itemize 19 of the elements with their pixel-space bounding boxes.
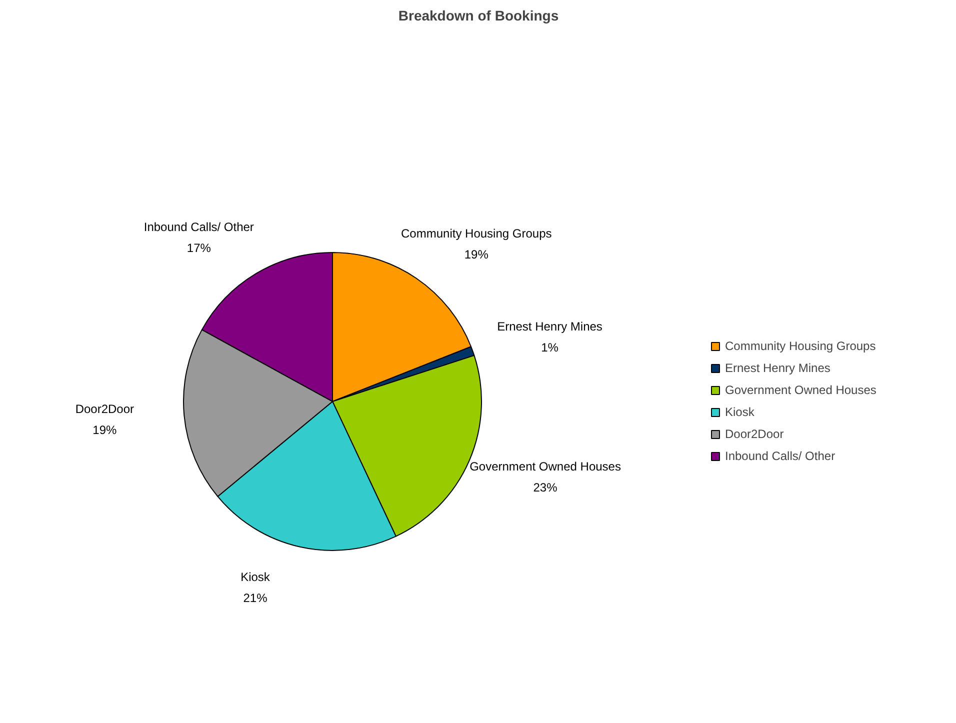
slice-label: Door2Door <box>75 402 134 416</box>
legend-label: Community Housing Groups <box>725 339 876 353</box>
legend-label: Door2Door <box>725 427 784 441</box>
slice-label: Ernest Henry Mines <box>497 319 602 334</box>
legend-label: Kiosk <box>725 405 754 419</box>
legend-label: Inbound Calls/ Other <box>725 449 836 463</box>
slice-label: Kiosk <box>240 570 271 584</box>
chart-title: Breakdown of Bookings <box>398 8 559 24</box>
data-label: 17% <box>186 241 212 256</box>
data-label: 23% <box>533 480 558 495</box>
slice-label: Community Housing Groups <box>401 226 552 240</box>
data-label: 21% <box>243 590 268 605</box>
data-label: 19% <box>92 422 117 437</box>
slice-label: Government Owned Houses <box>470 460 621 474</box>
legend-label: Ernest Henry Mines <box>725 361 830 375</box>
data-label: 1% <box>541 340 559 355</box>
slice-label: Inbound Calls/ Other <box>144 220 254 234</box>
data-label: 19% <box>464 247 489 262</box>
legend-label: Government Owned Houses <box>725 383 876 397</box>
